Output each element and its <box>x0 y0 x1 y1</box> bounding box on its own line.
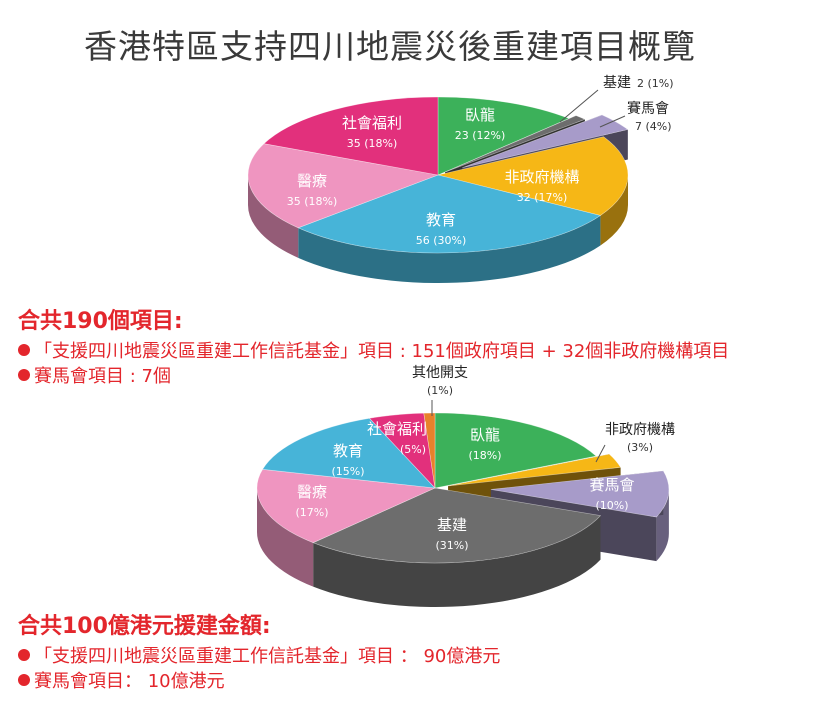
slice-教育-label: 教育 56 (30%) <box>416 211 467 247</box>
slice-非政府機構 <box>448 453 622 487</box>
slice-其他開支 <box>423 412 436 489</box>
page-title: 香港特區支持四川地震災後重建項目概覽 <box>84 27 696 66</box>
funding-summary-line-text: 賽馬會項目： 10億港元 <box>34 671 225 692</box>
slice-非政府機構-label: 非政府機構 (3%) <box>605 422 675 454</box>
slice-教育-value: (15%) <box>331 465 364 478</box>
slice-賽馬會-side <box>656 489 669 562</box>
slice-其他開支-name: 其他開支 <box>412 365 468 381</box>
slice-社會福利-value: 35 (18%) <box>347 137 398 150</box>
pie-tops <box>247 96 629 254</box>
slice-臥龍-value: (18%) <box>468 449 501 462</box>
projects-summary-line-text: 「支援四川地震災區重建工作信託基金」項目 : 151個政府項目 + 32個非政府… <box>34 341 730 362</box>
slice-醫療-name: 醫療 <box>297 483 327 501</box>
slice-賽馬會-label: 賽馬會 7 (4%) <box>627 100 672 133</box>
funding-summary-line: 「支援四川地震災區重建工作信託基金」項目 ： 90億港元 <box>18 644 500 669</box>
bullet-icon <box>18 674 30 686</box>
projects-summary-line-text: 賽馬會項目 : 7個 <box>34 366 171 387</box>
funding-summary-line: 賽馬會項目： 10億港元 <box>18 669 500 694</box>
slice-社會福利-label: 社會福利 (5%) <box>367 420 427 456</box>
slice-社會福利-value: (5%) <box>400 443 426 456</box>
projects-pie-chart: 臥龍 23 (12%) 基建 2 (1%) 賽馬會 7 (4%) 非政府機構 32 (17%)… <box>247 74 674 283</box>
slice-基建-name: 基建 <box>437 516 467 534</box>
pie-tops <box>256 412 670 564</box>
slice-醫療-side <box>248 175 299 258</box>
slice-賽馬會-label: 賽馬會 (10%) <box>589 476 634 512</box>
projects-summary-heading: 合共190個項目: <box>18 309 183 334</box>
slice-非政府機構-label: 非政府機構 32 (17%) <box>504 168 579 204</box>
slice-非政府機構-name: 非政府機構 <box>605 422 675 438</box>
slice-教育 <box>297 174 602 254</box>
slice-基建-leader-line <box>559 89 599 123</box>
bullet-icon <box>18 344 30 356</box>
slice-臥龍-name: 臥龍 <box>465 106 495 124</box>
slice-醫療-side <box>257 488 314 587</box>
slice-賽馬會 <box>490 470 670 518</box>
slice-賽馬會-name: 賽馬會 <box>589 476 634 494</box>
slice-非政府機構-side <box>600 175 628 246</box>
slice-非政府機構-leader-line <box>595 444 606 463</box>
slice-臥龍 <box>437 96 570 176</box>
slice-基建-value: 2 (1%) <box>637 77 674 90</box>
slice-基建-name: 基建 2 (1%) <box>603 74 674 91</box>
slice-賽馬會-value: (10%) <box>595 499 628 512</box>
slice-臥龍-value: 23 (12%) <box>455 129 506 142</box>
slice-基建-value: (31%) <box>435 539 468 552</box>
projects-summary: 合共190個項目: 「支援四川地震災區重建工作信託基金」項目 : 151個政府項… <box>18 303 729 389</box>
slice-基建 <box>312 487 602 564</box>
slice-其他開支-label: 其他開支 (1%) <box>412 365 468 397</box>
slice-賽馬會-name: 賽馬會 <box>627 100 669 117</box>
slice-基建-label: 基建 (31%) <box>435 516 468 552</box>
slice-臥龍 <box>434 412 597 489</box>
slice-非政府機構 <box>437 136 629 216</box>
slice-醫療-value: 35 (18%) <box>287 195 338 208</box>
slice-教育-label: 教育 (15%) <box>331 442 364 478</box>
slice-臥龍-label: 臥龍 23 (12%) <box>455 106 506 142</box>
slice-教育-name: 教育 <box>426 211 456 229</box>
slice-醫療-value: (17%) <box>295 506 328 519</box>
projects-summary-line: 賽馬會項目 : 7個 <box>18 364 729 389</box>
slice-基建-label: 基建 2 (1%) <box>603 74 674 91</box>
slice-其他開支-value: (1%) <box>427 384 453 397</box>
slice-臥龍-name: 臥龍 <box>470 426 500 444</box>
slice-教育-name: 教育 <box>333 442 363 460</box>
slice-醫療-name: 醫療 <box>297 172 327 190</box>
slice-社會福利-name: 社會福利 <box>367 420 427 438</box>
slice-賽馬會-leader-line <box>599 115 626 128</box>
slice-非政府機構-name: 非政府機構 <box>504 168 579 186</box>
slice-教育-value: 56 (30%) <box>416 234 467 247</box>
funding-summary-line-text: 「支援四川地震災區重建工作信託基金」項目 ： 90億港元 <box>34 646 501 667</box>
slice-教育-side <box>298 215 601 283</box>
slice-基建 <box>445 115 586 173</box>
slice-社會福利 <box>263 96 439 176</box>
slice-醫療 <box>256 469 437 543</box>
slice-非政府機構-value: 32 (17%) <box>517 191 568 204</box>
slice-醫療-label: 醫療 (17%) <box>295 483 328 519</box>
funding-summary-heading: 合共100億港元援建金額: <box>18 614 271 639</box>
bullet-icon <box>18 649 30 661</box>
slice-社會福利-name: 社會福利 <box>342 114 402 132</box>
funding-summary: 合共100億港元援建金額: 「支援四川地震災區重建工作信託基金」項目 ： 90億… <box>18 608 500 694</box>
slice-臥龍-label: 臥龍 (18%) <box>468 426 501 462</box>
slice-非政府機構-value: (3%) <box>627 441 653 454</box>
slice-醫療 <box>247 143 440 229</box>
slice-基建-side <box>313 515 601 607</box>
slice-賽馬會-value: 7 (4%) <box>635 120 672 133</box>
slice-社會福利-label: 社會福利 35 (18%) <box>342 114 402 150</box>
bullet-icon <box>18 369 30 381</box>
slice-醫療-label: 醫療 35 (18%) <box>287 172 338 208</box>
projects-summary-line: 「支援四川地震災區重建工作信託基金」項目 : 151個政府項目 + 32個非政府… <box>18 339 729 364</box>
slice-賽馬會 <box>462 114 629 169</box>
slice-教育 <box>262 417 436 489</box>
